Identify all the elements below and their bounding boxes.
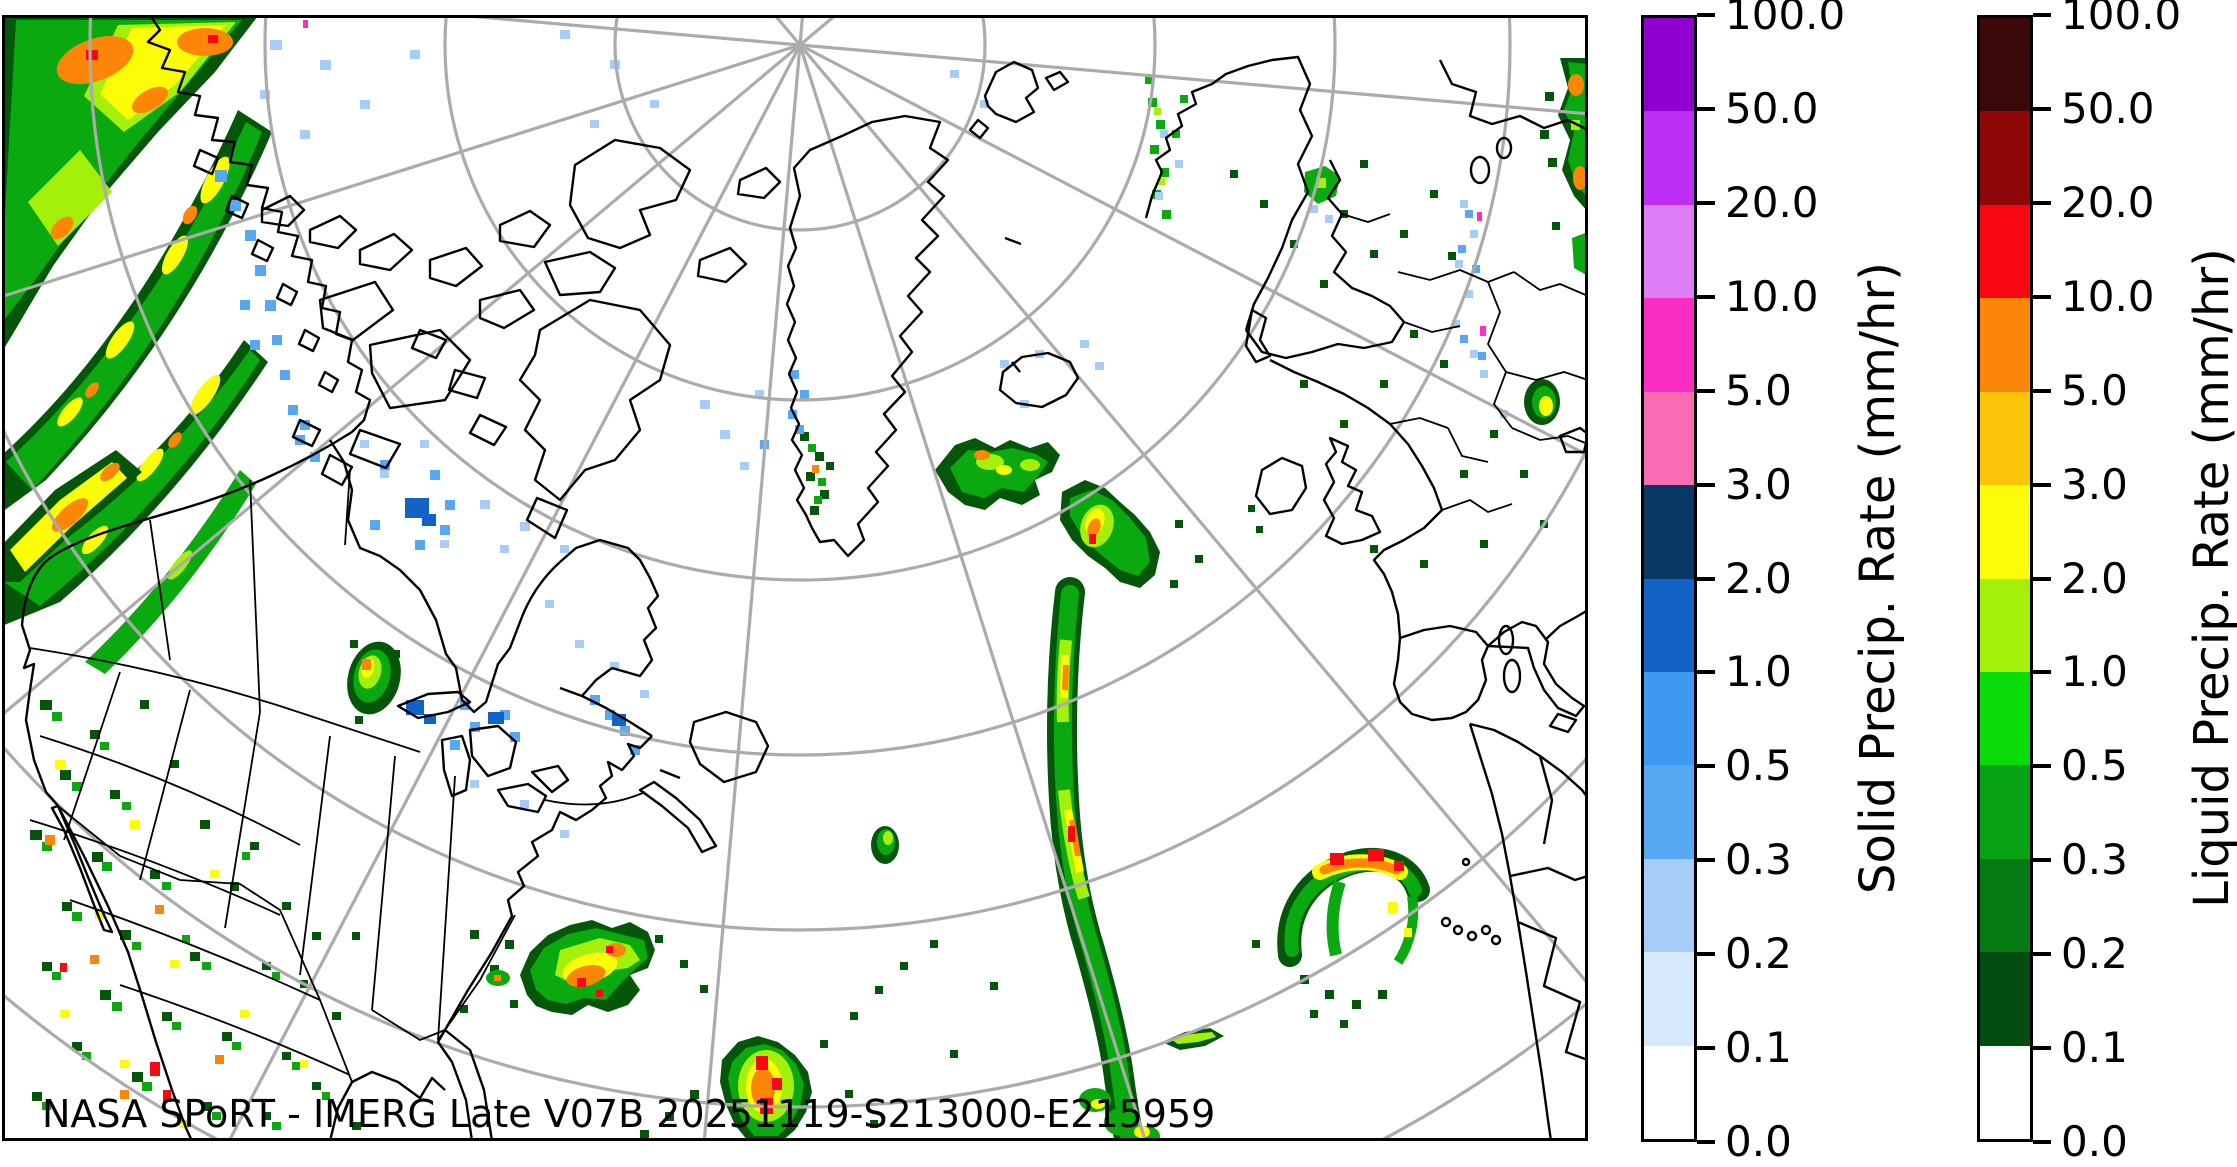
- tick-label: 0.5: [2061, 741, 2128, 791]
- colorbar-segment: [1644, 952, 1694, 1046]
- tick-label: 0.5: [1725, 741, 1792, 791]
- tick-mark: [1697, 294, 1715, 299]
- colorbar-segment: [1980, 18, 2030, 112]
- colorbar-segment: [1980, 391, 2030, 486]
- tick-label: 10.0: [2061, 271, 2155, 321]
- colorbar-segment: [1644, 111, 1694, 205]
- tick-label: 50.0: [1725, 83, 1819, 133]
- tick-mark: [1697, 670, 1715, 675]
- tick-mark: [1697, 106, 1715, 111]
- tick-mark: [2033, 952, 2051, 957]
- tick-label: 0.3: [1725, 835, 1792, 885]
- colorbar-segment: [1980, 111, 2030, 205]
- colorbar-segment: [1980, 858, 2030, 953]
- tick-mark: [1697, 200, 1715, 205]
- precip-map: NASA SPoRT - IMERG Late V07B 20251119-S2…: [2, 15, 1588, 1141]
- tick-mark: [1697, 13, 1715, 17]
- tick-mark: [1697, 482, 1715, 487]
- tick-mark: [2033, 106, 2051, 111]
- colorbar-segment: [1980, 298, 2030, 392]
- political-borders: [29, 213, 1588, 1083]
- tick-label: 3.0: [2061, 459, 2128, 509]
- tick-mark: [2033, 764, 2051, 769]
- tick-label: 0.1: [2061, 1023, 2128, 1073]
- tick-mark: [2033, 858, 2051, 863]
- tick-label: 100.0: [1725, 0, 1846, 39]
- tick-label: 2.0: [1725, 553, 1792, 603]
- coastlines: [20, 15, 1588, 1141]
- tick-label: 1.0: [2061, 647, 2128, 697]
- tick-label: 50.0: [2061, 83, 2155, 133]
- colorbar-segment: [1644, 671, 1694, 766]
- tick-label: 0.0: [1725, 1117, 1792, 1166]
- colorbar-segment: [1644, 765, 1694, 859]
- colorbar-segment: [1980, 1045, 2030, 1140]
- colorbar-segment: [1644, 858, 1694, 953]
- colorbar-segment: [1644, 485, 1694, 579]
- tick-mark: [2033, 388, 2051, 393]
- tick-mark: [2033, 1046, 2051, 1051]
- colorbar-segment: [1980, 671, 2030, 766]
- tick-label: 0.1: [1725, 1023, 1792, 1073]
- colorbar-segment: [1980, 204, 2030, 299]
- tick-label: 2.0: [2061, 553, 2128, 603]
- liquid-colorbar-title: Liquid Precip. Rate (mm/hr): [2184, 248, 2237, 908]
- solid-precip-layer: [215, 20, 1508, 838]
- tick-mark: [2033, 1140, 2051, 1144]
- tick-mark: [1697, 952, 1715, 957]
- tick-mark: [2033, 13, 2051, 17]
- map-panel: NASA SPoRT - IMERG Late V07B 20251119-S2…: [2, 15, 1588, 1141]
- tick-mark: [2033, 294, 2051, 299]
- tick-mark: [2033, 200, 2051, 205]
- colorbar-segment: [1980, 578, 2030, 672]
- liquid-precip-colorbar: [1977, 15, 2033, 1142]
- tick-mark: [1697, 1140, 1715, 1144]
- colorbar-segment: [1644, 1045, 1694, 1140]
- tick-label: 0.3: [2061, 835, 2128, 885]
- tick-label: 1.0: [1725, 647, 1792, 697]
- colorbar-segment: [1980, 952, 2030, 1046]
- tick-label: 3.0: [1725, 459, 1792, 509]
- tick-label: 20.0: [1725, 177, 1819, 227]
- tick-label: 5.0: [2061, 365, 2128, 415]
- tick-mark: [2033, 576, 2051, 581]
- tick-mark: [1697, 858, 1715, 863]
- map-background: [2, 15, 1588, 1141]
- tick-label: 0.0: [2061, 1117, 2128, 1166]
- colorbar-segment: [1644, 578, 1694, 672]
- map-border: [2, 15, 1588, 1141]
- colorbar-segment: [1980, 485, 2030, 579]
- colorbar-segment: [1644, 204, 1694, 299]
- colorbar-segment: [1980, 765, 2030, 859]
- tick-mark: [1697, 576, 1715, 581]
- tick-label: 0.2: [2061, 929, 2128, 979]
- solid-precip-colorbar: [1641, 15, 1697, 1142]
- colorbar-segment: [1644, 391, 1694, 486]
- tick-label: 10.0: [1725, 271, 1819, 321]
- tick-mark: [2033, 670, 2051, 675]
- tick-mark: [1697, 388, 1715, 393]
- map-annotation: NASA SPoRT - IMERG Late V07B 20251119-S2…: [42, 1092, 1215, 1136]
- colorbar-segment: [1644, 298, 1694, 392]
- tick-mark: [1697, 764, 1715, 769]
- tick-mark: [1697, 1046, 1715, 1051]
- tick-label: 20.0: [2061, 177, 2155, 227]
- tick-label: 5.0: [1725, 365, 1792, 415]
- tick-mark: [2033, 482, 2051, 487]
- tick-label: 100.0: [2061, 0, 2182, 39]
- tick-label: 0.2: [1725, 929, 1792, 979]
- solid-colorbar-title: Solid Precip. Rate (mm/hr): [1850, 262, 1906, 894]
- colorbar-segment: [1644, 18, 1694, 112]
